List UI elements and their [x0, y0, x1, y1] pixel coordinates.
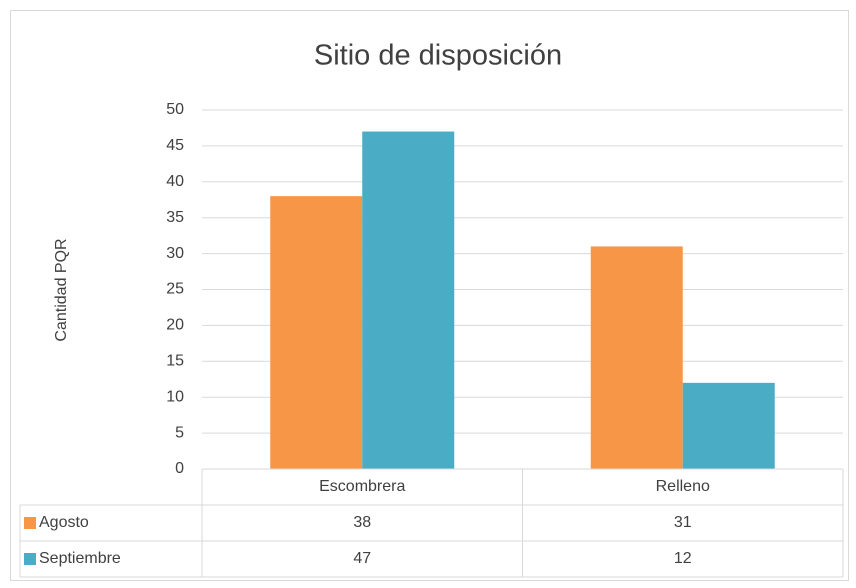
y-tick-label: 40: [166, 173, 184, 190]
y-tick-label: 5: [175, 424, 184, 441]
y-axis-label: Cantidad PQR: [53, 238, 70, 341]
y-tick-label: 15: [166, 353, 184, 370]
y-tick-label: 45: [166, 137, 184, 154]
y-tick-label: 20: [166, 317, 184, 334]
x-tick-label: Relleno: [656, 478, 710, 495]
legend-label: Septiembre: [39, 550, 121, 567]
table-value: 31: [674, 514, 692, 531]
x-tick-label: Escombrera: [319, 478, 405, 495]
y-tick-label: 10: [166, 388, 184, 405]
y-tick-label: 35: [166, 209, 184, 226]
bar: [270, 196, 363, 469]
y-tick-label: 50: [166, 101, 184, 118]
legend-label: Agosto: [39, 514, 89, 531]
bar: [590, 246, 683, 469]
y-tick-label: 25: [166, 281, 184, 298]
table-value: 38: [353, 514, 371, 531]
table-value: 47: [353, 550, 371, 567]
table-value: 12: [674, 550, 692, 567]
legend-swatch: [24, 517, 36, 529]
y-tick-label: 0: [175, 460, 184, 477]
bar: [682, 382, 775, 469]
bar: [362, 131, 455, 470]
chart-title: Sitio de disposición: [314, 40, 562, 72]
y-tick-label: 30: [166, 245, 184, 262]
legend-swatch: [24, 553, 36, 565]
